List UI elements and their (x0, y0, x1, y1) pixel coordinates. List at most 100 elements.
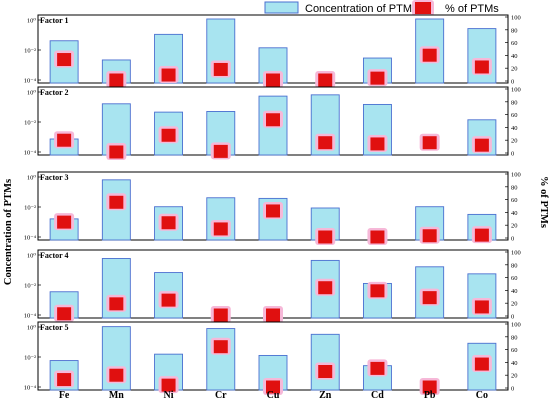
marker-co (474, 60, 489, 74)
panel-title: Factor 3 (40, 173, 69, 182)
right-tick-label: 20 (511, 373, 518, 380)
marker-cr (213, 340, 228, 354)
left-tick-label: 10⁰ (27, 90, 37, 97)
marker-cu (266, 380, 280, 394)
marker-zn (318, 230, 333, 244)
left-tick-label: 10⁰ (27, 253, 37, 260)
marker-ni (161, 378, 176, 392)
marker-ni (161, 293, 176, 307)
marker-cd (370, 230, 385, 244)
marker-fe (57, 133, 72, 147)
marker-cr (213, 62, 228, 76)
left-tick-label: 10⁻⁴ (24, 150, 37, 157)
left-tick-label: 10⁰ (27, 325, 37, 332)
right-tick-label: 0 (511, 314, 514, 321)
category-label-zn: Zn (319, 390, 332, 401)
category-label-cu: Cu (267, 390, 280, 401)
right-tick-label: 20 (511, 301, 518, 308)
left-tick-label: 10⁻² (24, 355, 36, 362)
left-tick-label: 10⁻² (24, 205, 36, 212)
marker-pb (422, 136, 437, 150)
marker-fe (57, 373, 72, 387)
marker-mn (109, 368, 124, 382)
marker-co (474, 228, 489, 242)
marker-cr (213, 144, 228, 158)
right-tick-label: 0 (511, 79, 514, 86)
marker-ni (161, 216, 176, 230)
left-tick-label: 10⁻² (24, 48, 36, 55)
right-tick-label: 0 (511, 386, 514, 393)
marker-mn (109, 195, 124, 209)
right-tick-label: 60 (511, 40, 518, 47)
marker-ni (161, 128, 176, 142)
marker-fe (57, 53, 72, 67)
legend-swatch-concentration (264, 1, 299, 14)
right-tick-label: 80 (511, 184, 518, 191)
marker-cd (370, 137, 385, 151)
left-tick-label: 10⁻² (24, 283, 36, 290)
category-label-mn: Mn (109, 390, 124, 401)
panel-title: Factor 5 (40, 323, 69, 332)
marker-cu (266, 308, 280, 322)
marker-fe (57, 215, 72, 229)
left-tick-label: 10⁰ (27, 175, 37, 182)
category-label-pb: Pb (424, 390, 436, 401)
marker-zn (318, 365, 333, 378)
category-label-ni: Ni (164, 390, 174, 401)
right-tick-label: 60 (511, 347, 518, 354)
category-label-cr: Cr (215, 390, 227, 401)
legend-label-percent: % of PTMs (445, 3, 499, 15)
left-tick-label: 10⁻⁴ (24, 385, 37, 392)
bar-zn (310, 333, 340, 391)
marker-cu (266, 204, 280, 218)
legend: Concentration of PTMs % of PTMs (264, 0, 499, 16)
marker-co (474, 300, 489, 314)
right-tick-label: 20 (511, 223, 518, 230)
left-tick-label: 10⁻⁴ (24, 313, 37, 320)
marker-mn (109, 145, 124, 159)
right-axis-title: % of PTMs (538, 176, 549, 228)
right-tick-label: 100 (511, 250, 521, 257)
left-tick-label: 10⁻² (24, 120, 36, 127)
marker-ni (161, 68, 176, 82)
right-tick-label: 40 (511, 210, 518, 217)
marker-pb (422, 291, 437, 305)
marker-pb (422, 229, 437, 243)
right-tick-label: 40 (511, 288, 518, 295)
panel-title: Factor 4 (40, 251, 69, 260)
marker-cr (213, 308, 228, 322)
left-tick-label: 10⁻⁴ (24, 235, 37, 242)
marker-mn (109, 73, 124, 87)
right-tick-label: 60 (511, 275, 518, 282)
marker-co (474, 357, 489, 371)
right-tick-label: 60 (511, 112, 518, 119)
right-tick-label: 0 (511, 236, 514, 243)
right-tick-label: 80 (511, 334, 518, 341)
legend-label-concentration: Concentration of PTMs (305, 3, 418, 15)
marker-zn (318, 281, 333, 295)
right-tick-label: 40 (511, 360, 518, 367)
marker-zn (318, 136, 333, 150)
left-tick-label: 10⁰ (27, 18, 37, 25)
marker-mn (109, 297, 124, 311)
right-tick-label: 100 (511, 15, 521, 22)
right-tick-label: 20 (511, 66, 518, 73)
right-tick-label: 100 (511, 172, 521, 179)
right-tick-label: 80 (511, 262, 518, 269)
category-label-cd: Cd (371, 390, 384, 401)
category-label-co: Co (476, 390, 488, 401)
marker-pb (422, 380, 437, 394)
panel-title: Factor 2 (40, 88, 69, 97)
marker-cr (213, 222, 228, 236)
marker-zn (318, 73, 333, 87)
right-tick-label: 100 (511, 322, 521, 329)
marker-cu (266, 113, 280, 127)
legend-swatch-percent (415, 2, 431, 14)
category-label-fe: Fe (59, 390, 70, 401)
